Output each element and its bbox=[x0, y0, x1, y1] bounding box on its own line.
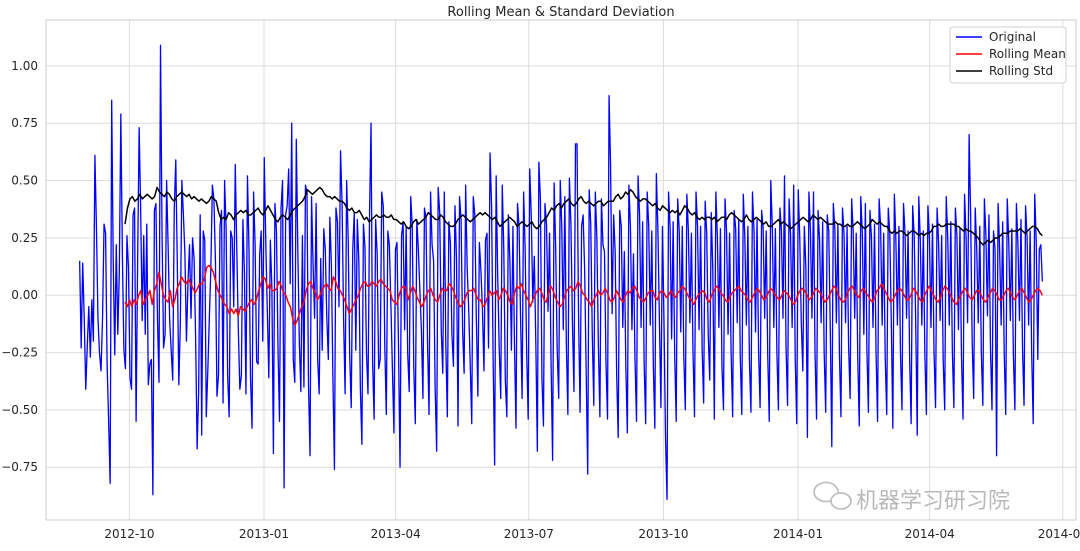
watermark: 机器学习研习院 bbox=[813, 481, 1010, 514]
legend-label-rolling-std: Rolling Std bbox=[989, 64, 1053, 78]
y-tick-label: 0.25 bbox=[11, 231, 38, 245]
x-tick-label: 2014-01 bbox=[773, 527, 823, 541]
legend-label-original: Original bbox=[989, 30, 1036, 44]
x-tick-label: 2013-07 bbox=[504, 527, 554, 541]
x-tick-label: 2014-04 bbox=[905, 527, 955, 541]
x-tick-label: 2013-01 bbox=[239, 527, 289, 541]
y-tick-label: 0.00 bbox=[11, 288, 38, 302]
legend-box bbox=[949, 26, 1067, 84]
series-line-rolling-std bbox=[124, 186, 1043, 246]
series-lines bbox=[79, 44, 1044, 501]
y-tick-label: −0.25 bbox=[1, 346, 38, 360]
x-tick-label: 2014-07 bbox=[1038, 527, 1080, 541]
y-tick-label: 1.00 bbox=[11, 59, 38, 73]
plot-frame bbox=[45, 19, 1077, 521]
series-line-rolling-mean bbox=[124, 264, 1044, 326]
wechat-icon bbox=[813, 481, 852, 510]
x-tick-label: 2012-10 bbox=[104, 527, 154, 541]
x-tick-label: 2013-04 bbox=[371, 527, 421, 541]
y-tick-label: 0.75 bbox=[11, 116, 38, 130]
x-tick-label: 2013-10 bbox=[638, 527, 688, 541]
y-tick-labels: −0.75 −0.50 −0.25 0.00 0.25 0.50 0.75 1.00 bbox=[1, 59, 38, 474]
series-line-original bbox=[79, 44, 1043, 501]
chart-title: Rolling Mean & Standard Deviation bbox=[447, 5, 674, 20]
y-tick-label: −0.75 bbox=[1, 460, 38, 474]
y-tick-label: 0.50 bbox=[11, 174, 38, 188]
y-tick-label: −0.50 bbox=[1, 403, 38, 417]
legend: Original Rolling Mean Rolling Std bbox=[949, 26, 1067, 84]
legend-label-rolling-mean: Rolling Mean bbox=[989, 47, 1066, 61]
x-tick-labels: 2012-10 2013-01 2013-04 2013-07 2013-10 2014-… bbox=[104, 527, 1080, 541]
watermark-text: 机器学习研习院 bbox=[856, 489, 1010, 514]
grid-lines bbox=[46, 20, 1076, 520]
